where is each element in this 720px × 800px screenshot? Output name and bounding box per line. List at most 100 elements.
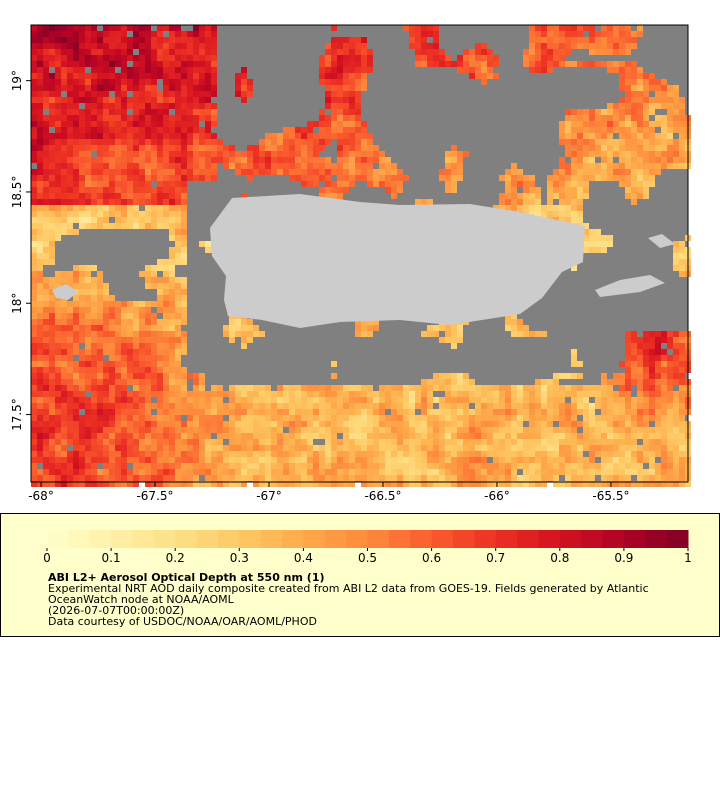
aod-cell	[289, 469, 295, 475]
aod-cell	[595, 43, 601, 49]
aod-cell	[331, 415, 337, 421]
aod-cell	[649, 79, 655, 85]
aod-cell	[397, 463, 403, 469]
aod-cell	[349, 157, 355, 163]
aod-cell	[355, 151, 361, 157]
aod-cell	[121, 481, 127, 487]
aod-cell	[619, 79, 625, 85]
aod-cell	[679, 451, 685, 457]
aod-cell	[463, 409, 469, 415]
aod-cell	[583, 145, 589, 151]
aod-cell	[247, 397, 253, 403]
aod-cell	[373, 169, 379, 175]
aod-cell	[571, 469, 577, 475]
aod-cell	[43, 373, 49, 379]
aod-cell	[109, 103, 115, 109]
aod-cell	[97, 373, 103, 379]
aod-cell	[445, 61, 451, 67]
aod-cell	[115, 223, 121, 229]
aod-cell	[61, 151, 67, 157]
aod-cell	[565, 181, 571, 187]
aod-cell	[571, 373, 577, 379]
aod-cell	[271, 397, 277, 403]
aod-cell	[535, 469, 541, 475]
aod-cell	[619, 415, 625, 421]
aod-cell	[331, 421, 337, 427]
aod-cell	[163, 139, 169, 145]
aod-cell	[97, 481, 103, 487]
aod-cell	[277, 415, 283, 421]
aod-cell	[43, 97, 49, 103]
aod-cell	[97, 205, 103, 211]
aod-cell	[331, 475, 337, 481]
aod-cell	[91, 295, 97, 301]
aod-cell	[535, 445, 541, 451]
aod-cell	[43, 217, 49, 223]
aod-cell	[55, 427, 61, 433]
aod-cell	[589, 133, 595, 139]
aod-cell	[259, 409, 265, 415]
aod-cell	[145, 331, 151, 337]
aod-cell	[115, 373, 121, 379]
aod-cell	[427, 457, 433, 463]
aod-cell	[85, 373, 91, 379]
aod-cell	[607, 385, 613, 391]
aod-cell	[169, 337, 175, 343]
aod-cell	[175, 97, 181, 103]
aod-cell	[277, 481, 283, 487]
aod-cell	[175, 259, 181, 265]
aod-cell	[187, 115, 193, 121]
aod-cell	[631, 457, 637, 463]
aod-cell	[109, 61, 115, 67]
aod-cell	[673, 157, 679, 163]
aod-cell	[181, 379, 187, 385]
aod-cell	[673, 469, 679, 475]
aod-cell	[529, 403, 535, 409]
aod-cell	[247, 175, 253, 181]
aod-cell	[499, 175, 505, 181]
aod-cell	[343, 49, 349, 55]
aod-cell	[295, 445, 301, 451]
aod-cell	[469, 67, 475, 73]
aod-cell	[55, 301, 61, 307]
aod-cell	[247, 469, 253, 475]
aod-cell	[661, 463, 667, 469]
aod-cell	[649, 73, 655, 79]
aod-cell	[295, 127, 301, 133]
aod-cell	[157, 283, 163, 289]
aod-cell	[547, 409, 553, 415]
aod-cell	[577, 397, 583, 403]
aod-cell	[67, 31, 73, 37]
aod-cell	[613, 439, 619, 445]
aod-cell	[355, 469, 361, 475]
aod-cell	[73, 283, 79, 289]
aod-cell	[73, 115, 79, 121]
aod-cell	[337, 97, 343, 103]
aod-cell	[637, 457, 643, 463]
aod-cell	[487, 439, 493, 445]
aod-cell	[67, 199, 73, 205]
aod-cell	[331, 439, 337, 445]
aod-cell	[589, 457, 595, 463]
aod-cell	[583, 223, 589, 229]
aod-cell	[205, 163, 211, 169]
aod-cell	[571, 403, 577, 409]
aod-cell	[325, 475, 331, 481]
aod-cell	[457, 61, 463, 67]
aod-cell	[499, 427, 505, 433]
aod-cell	[637, 67, 643, 73]
aod-cell	[169, 253, 175, 259]
aod-cell	[613, 37, 619, 43]
aod-cell	[97, 427, 103, 433]
aod-cell	[397, 451, 403, 457]
aod-cell	[103, 289, 109, 295]
aod-cell	[181, 247, 187, 253]
aod-cell	[61, 349, 67, 355]
aod-cell	[307, 139, 313, 145]
aod-cell	[127, 349, 133, 355]
aod-cell	[127, 301, 133, 307]
aod-cell	[85, 277, 91, 283]
aod-cell	[385, 397, 391, 403]
aod-cell	[121, 391, 127, 397]
aod-cell	[163, 475, 169, 481]
